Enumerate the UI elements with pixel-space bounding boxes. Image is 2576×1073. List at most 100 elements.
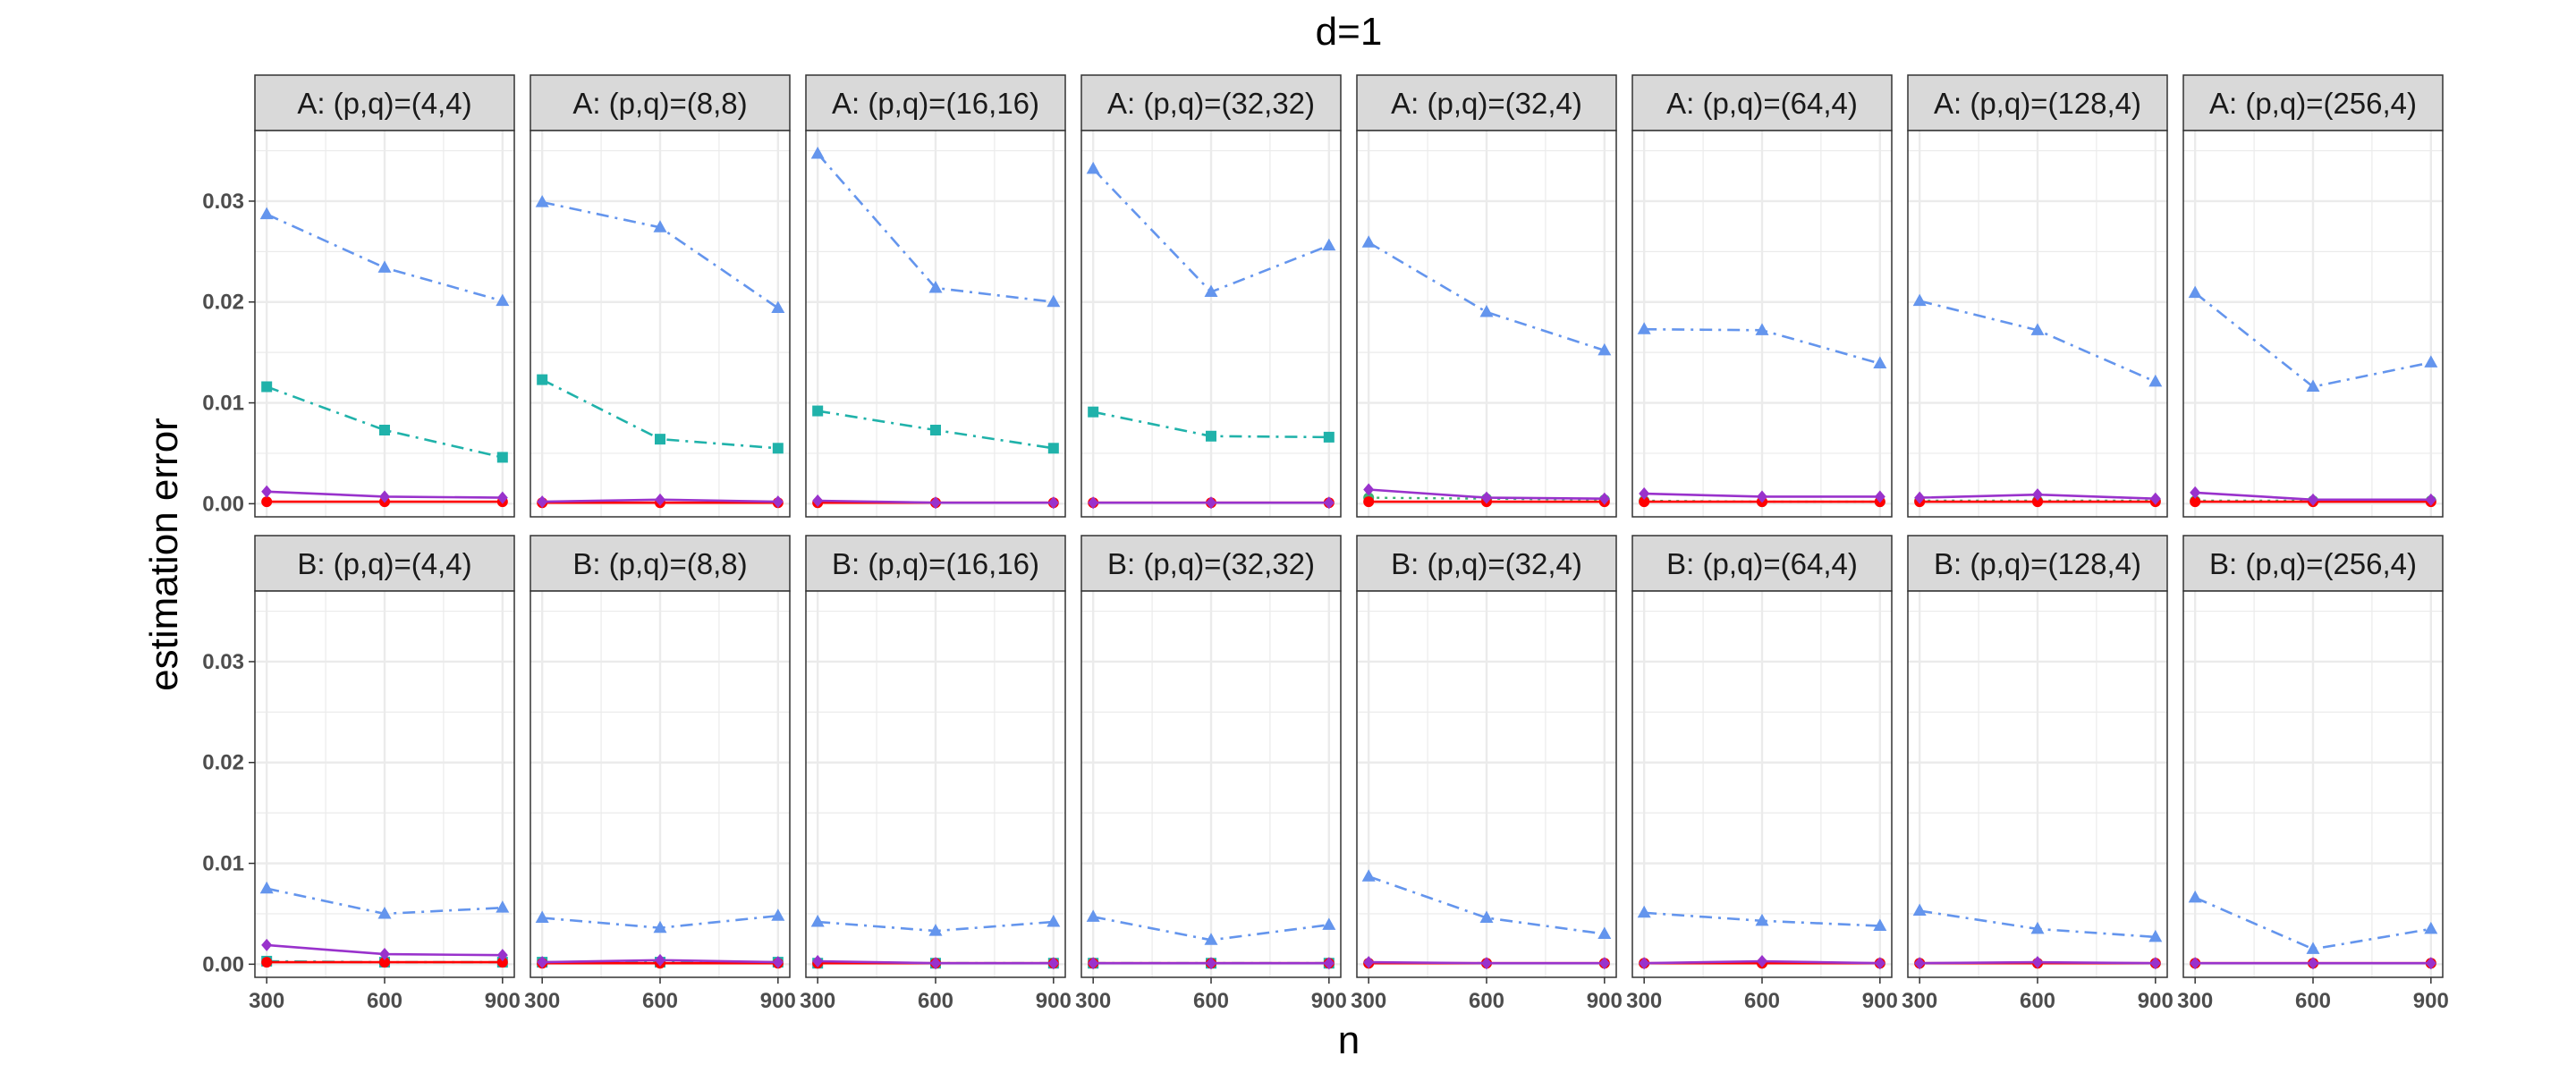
facet-strip-label: A: (p,q)=(8,8) xyxy=(572,87,747,120)
x-tick-label: 900 xyxy=(760,989,796,1013)
x-tick-label: 300 xyxy=(249,989,284,1013)
data-point-blue xyxy=(1361,235,1376,248)
x-tick-label: 600 xyxy=(642,989,678,1013)
data-point-blue xyxy=(653,920,667,934)
data-point-red xyxy=(496,957,508,968)
facet-strip-label: A: (p,q)=(128,4) xyxy=(1934,87,2141,120)
data-point-blue xyxy=(1755,323,1769,335)
facet-strip xyxy=(2182,74,2444,131)
facet-panel: A: (p,q)=(32,32) xyxy=(1080,74,1342,518)
data-point-purple xyxy=(1363,483,1375,496)
facet-panel: B: (p,q)=(4,4) 0.00 0.01 0.02 0.03 300 600 900 xyxy=(202,535,521,1013)
data-point-purple xyxy=(812,494,824,507)
data-point-blue xyxy=(1912,903,1927,917)
y-tick-label: 0.00 xyxy=(202,952,244,976)
data-point-blue xyxy=(1755,913,1769,926)
facet-strip xyxy=(1356,535,1617,592)
data-point-blue xyxy=(810,146,825,159)
data-point-blue xyxy=(2148,929,2163,942)
facet-panel: B: (p,q)=(16,16) 300 600 900 xyxy=(800,535,1072,1013)
chart-title: d=1 xyxy=(1316,10,1383,54)
data-point-blue xyxy=(259,881,274,894)
facet-panel: A: (p,q)=(8,8) xyxy=(530,74,791,518)
data-point-purple xyxy=(1047,496,1059,510)
y-tick-label: 0.01 xyxy=(202,852,244,876)
data-point-purple xyxy=(537,495,548,509)
facet-strip-label: B: (p,q)=(16,16) xyxy=(832,547,1039,580)
data-point-blue xyxy=(2030,921,2045,934)
facet-strip xyxy=(805,74,1066,131)
data-point-blue xyxy=(535,910,549,923)
data-point-purple xyxy=(261,485,273,498)
facet-strip xyxy=(805,535,1066,592)
facet-panel: A: (p,q)=(64,4) xyxy=(1631,74,1893,518)
data-point-purple xyxy=(772,495,784,509)
data-point-red xyxy=(2032,496,2043,508)
data-point-blue xyxy=(1873,918,1887,931)
y-tick-label: 0.02 xyxy=(202,291,244,315)
data-point-red xyxy=(1363,496,1375,508)
x-tick-label: 900 xyxy=(1587,989,1623,1013)
data-point-blue xyxy=(259,207,274,220)
data-point-teal xyxy=(930,424,941,435)
facet-strip-label: A: (p,q)=(4,4) xyxy=(297,87,471,120)
data-point-blue xyxy=(1637,322,1651,334)
facet-strip-label: A: (p,q)=(64,4) xyxy=(1666,87,1858,120)
data-point-red xyxy=(2190,496,2201,508)
data-point-purple xyxy=(1206,496,1216,510)
data-point-red xyxy=(379,957,390,968)
data-point-purple xyxy=(812,954,824,967)
facet-strip-label: B: (p,q)=(32,4) xyxy=(1391,547,1582,580)
facet-panel: B: (p,q)=(64,4) 300 600 900 xyxy=(1626,535,1898,1013)
y-tick-label: 0.02 xyxy=(202,751,244,775)
x-tick-label: 300 xyxy=(524,989,560,1013)
data-point-purple xyxy=(1914,957,1926,970)
panel-border xyxy=(1631,130,1893,518)
facet-strip-label: B: (p,q)=(32,32) xyxy=(1107,547,1315,580)
data-point-purple xyxy=(2190,486,2201,499)
facet-panel: B: (p,q)=(32,32) 300 600 900 xyxy=(1075,535,1347,1013)
data-point-blue xyxy=(771,908,785,921)
x-tick-label: 900 xyxy=(1036,989,1072,1013)
data-point-teal xyxy=(1206,430,1216,442)
facet-strip xyxy=(530,74,791,131)
data-point-blue xyxy=(1086,161,1100,174)
data-point-blue xyxy=(1322,917,1336,930)
data-point-teal xyxy=(812,405,824,417)
x-tick-label: 600 xyxy=(2020,989,2055,1013)
data-point-purple xyxy=(2149,957,2161,970)
data-point-blue xyxy=(653,220,667,232)
data-point-purple xyxy=(1481,491,1492,504)
x-tick-label: 300 xyxy=(2177,989,2213,1013)
facet-panel: B: (p,q)=(128,4) 300 600 900 xyxy=(1902,535,2174,1013)
data-point-blue xyxy=(1637,905,1651,918)
data-point-purple xyxy=(655,493,665,506)
x-tick-label: 300 xyxy=(1902,989,1937,1013)
facet-strip-label: B: (p,q)=(256,4) xyxy=(2209,547,2417,580)
data-point-teal xyxy=(655,434,665,445)
data-point-purple xyxy=(1088,496,1099,510)
facet-strip xyxy=(1631,74,1893,131)
data-point-teal xyxy=(261,381,273,393)
data-point-purple xyxy=(496,491,508,504)
panel-border xyxy=(254,130,515,518)
data-point-purple xyxy=(2308,493,2318,506)
data-point-teal xyxy=(1047,443,1059,454)
data-point-blue xyxy=(1046,294,1061,308)
facet-strip-label: A: (p,q)=(32,32) xyxy=(1107,87,1315,120)
data-point-blue xyxy=(2188,890,2202,903)
data-point-purple xyxy=(537,956,548,969)
data-point-blue xyxy=(496,900,510,913)
data-point-blue xyxy=(2306,379,2320,392)
data-point-blue xyxy=(496,293,510,307)
facet-strip-label: B: (p,q)=(64,4) xyxy=(1666,547,1858,580)
facet-strip-label: B: (p,q)=(4,4) xyxy=(297,547,471,580)
facet-strip xyxy=(1080,74,1342,131)
x-tick-label: 600 xyxy=(1744,989,1780,1013)
facet-strip xyxy=(2182,535,2444,592)
panel-border xyxy=(1356,130,1617,518)
data-point-blue xyxy=(1479,910,1494,923)
data-point-blue xyxy=(1046,914,1061,927)
data-point-red xyxy=(261,496,273,508)
facet-panel: B: (p,q)=(32,4) 300 600 900 xyxy=(1351,535,1623,1013)
